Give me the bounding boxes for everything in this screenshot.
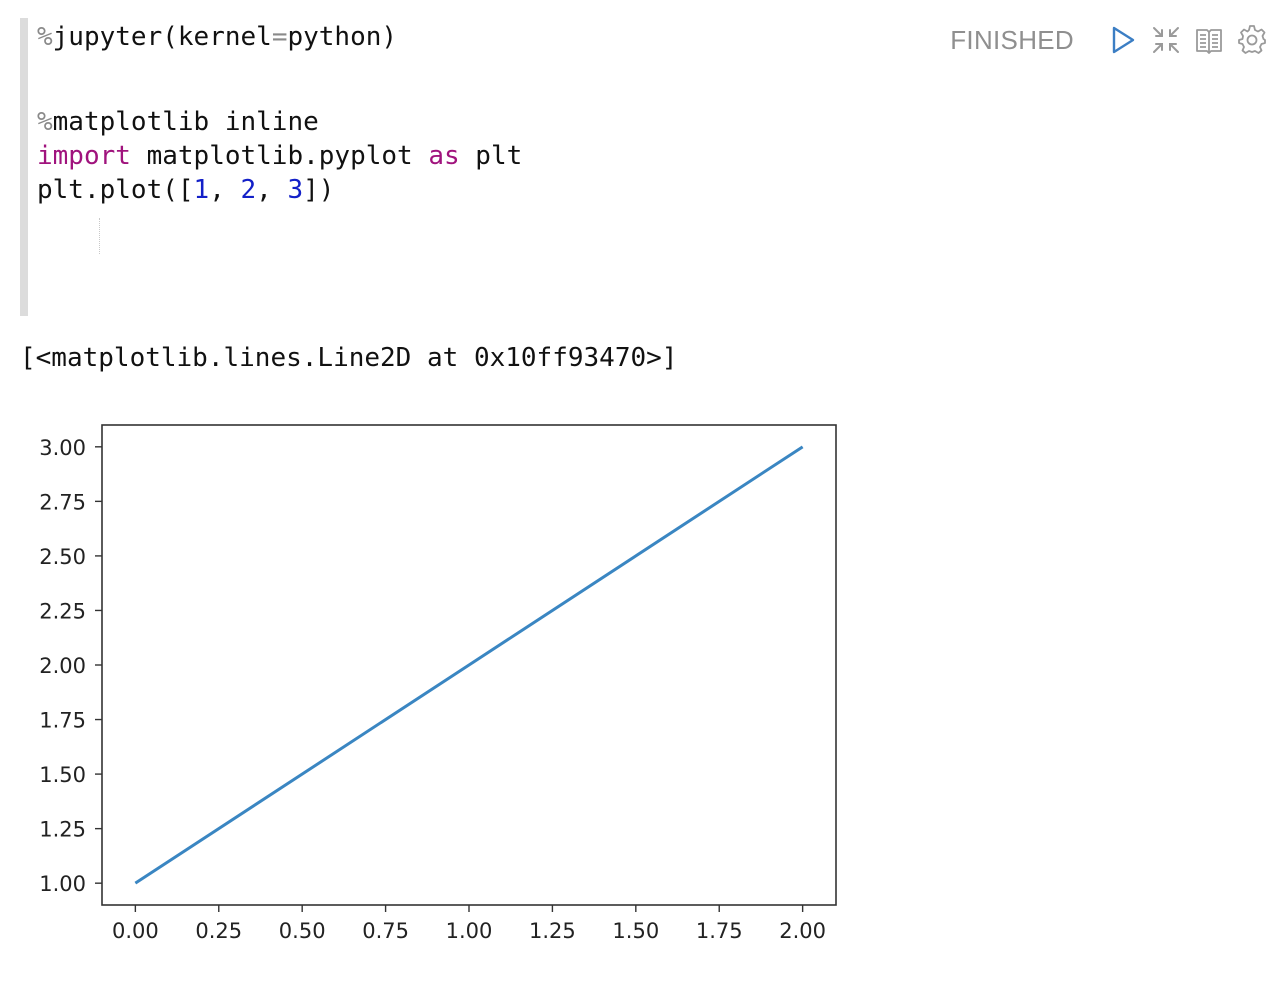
code-editor[interactable]: %jupyter(kernel=python) %matplotlib inlin…	[37, 20, 522, 207]
cell-left-bar	[20, 18, 28, 316]
x-tick-label: 2.00	[779, 919, 826, 943]
gear-icon[interactable]	[1236, 24, 1268, 56]
y-tick-label: 1.00	[39, 872, 86, 896]
collapse-icon[interactable]	[1150, 24, 1182, 56]
code-line: %jupyter(kernel=python)	[37, 20, 522, 54]
cell-toolbar: FINISHED	[950, 22, 1268, 58]
code-cell[interactable]: %jupyter(kernel=python) %matplotlib inlin…	[20, 18, 1270, 316]
run-icon[interactable]	[1107, 24, 1139, 56]
code-token: python)	[287, 22, 398, 52]
x-tick-label: 0.25	[195, 919, 242, 943]
code-token: import	[37, 141, 131, 171]
code-token: matplotlib inline	[52, 107, 319, 137]
x-tick-label: 1.50	[612, 919, 659, 943]
code-token: matplotlib.pyplot	[130, 141, 429, 171]
code-token: plt	[459, 141, 523, 171]
code-token: plt.plot([	[37, 175, 194, 205]
code-token: ,	[209, 175, 241, 205]
code-token: ])	[303, 175, 335, 205]
book-icon[interactable]	[1193, 24, 1225, 56]
y-tick-label: 2.00	[39, 654, 86, 678]
code-line: plt.plot([1, 2, 3])	[37, 173, 522, 207]
x-tick-label: 0.75	[362, 919, 409, 943]
code-line: import matplotlib.pyplot as plt	[37, 139, 522, 173]
y-tick-label: 1.75	[39, 709, 86, 733]
code-token: jupyter(kernel	[52, 22, 272, 52]
code-line: %matplotlib inline	[37, 105, 522, 139]
code-token: =	[271, 22, 288, 52]
y-tick-label: 3.00	[39, 436, 86, 460]
y-tick-label: 1.25	[39, 818, 86, 842]
x-tick-label: 0.50	[279, 919, 326, 943]
line-chart: 0.00 0.25 0.50 0.75 1.00 1.25 1.50 1.75 2.00 1.00…	[39, 424, 837, 943]
cursor-guide	[99, 218, 100, 254]
cell-output-text: [<matplotlib.lines.Line2D at 0x10ff93470…	[20, 343, 678, 373]
code-line	[37, 54, 522, 105]
code-token: %	[37, 107, 53, 137]
code-token: 2	[240, 175, 257, 205]
x-tick-label: 0.00	[112, 919, 159, 943]
code-token: %	[37, 22, 53, 52]
status-badge: FINISHED	[950, 24, 1074, 55]
plot-output: 0.00 0.25 0.50 0.75 1.00 1.25 1.50 1.75 2.00 1.00…	[0, 400, 860, 964]
x-tick-label: 1.25	[529, 919, 576, 943]
code-token: 1	[193, 175, 210, 205]
y-tick-label: 2.50	[39, 545, 86, 569]
y-tick-label: 2.25	[39, 599, 86, 623]
x-tick-label: 1.75	[696, 919, 743, 943]
code-token: as	[428, 141, 460, 171]
y-tick-label: 1.50	[39, 763, 86, 787]
y-tick-label: 2.75	[39, 490, 86, 514]
x-tick-label: 1.00	[446, 919, 493, 943]
code-token: ,	[256, 175, 288, 205]
code-token: 3	[287, 175, 304, 205]
